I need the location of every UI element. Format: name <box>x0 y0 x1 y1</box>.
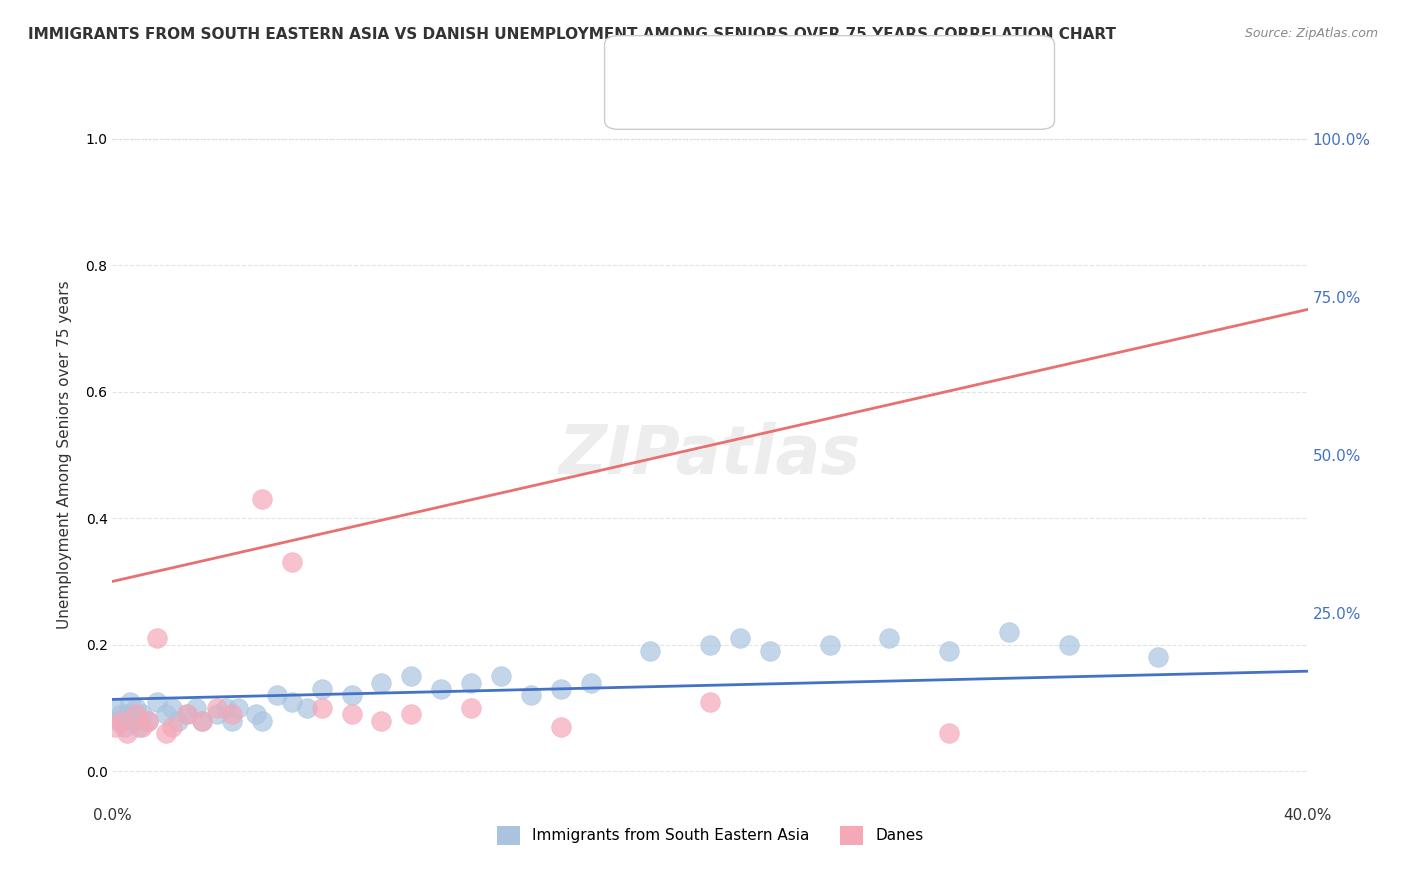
Point <box>122 714 145 728</box>
Point <box>114 720 135 734</box>
Point <box>520 688 543 702</box>
Point <box>818 638 841 652</box>
Point <box>938 726 960 740</box>
Point <box>138 714 160 728</box>
Point <box>186 701 208 715</box>
Point <box>162 701 183 715</box>
Point <box>266 688 288 702</box>
Point <box>460 675 482 690</box>
Point <box>176 707 198 722</box>
Point <box>117 726 139 740</box>
Text: R =: R = <box>682 90 718 108</box>
Point <box>281 695 304 709</box>
Point <box>104 701 127 715</box>
Text: 0.246: 0.246 <box>724 90 776 108</box>
Point <box>221 707 243 722</box>
Point <box>699 638 721 652</box>
Point <box>104 720 127 734</box>
Point <box>110 714 132 728</box>
Text: 0.245: 0.245 <box>724 55 776 73</box>
Point <box>146 632 169 646</box>
Point <box>281 556 304 570</box>
Point <box>340 707 363 722</box>
Point <box>370 675 392 690</box>
Point <box>205 701 228 715</box>
Point <box>550 720 572 734</box>
Point <box>155 707 177 722</box>
Point <box>131 707 153 722</box>
Text: R =: R = <box>682 55 718 73</box>
Point <box>489 669 512 683</box>
Point <box>699 695 721 709</box>
Point <box>340 688 363 702</box>
Text: ZIPatlas: ZIPatlas <box>560 422 860 488</box>
Text: IMMIGRANTS FROM SOUTH EASTERN ASIA VS DANISH UNEMPLOYMENT AMONG SENIORS OVER 75 : IMMIGRANTS FROM SOUTH EASTERN ASIA VS DA… <box>28 27 1116 42</box>
Point <box>138 714 160 728</box>
Point <box>176 707 198 722</box>
Point <box>401 669 423 683</box>
Point <box>1147 650 1170 665</box>
Point <box>250 714 273 728</box>
Point <box>107 714 129 728</box>
Text: N =: N = <box>801 55 838 73</box>
Point <box>728 632 751 646</box>
Point <box>110 707 132 722</box>
Text: Source: ZipAtlas.com: Source: ZipAtlas.com <box>1244 27 1378 40</box>
Point <box>460 701 482 715</box>
Point <box>131 720 153 734</box>
Legend: Immigrants from South Eastern Asia, Danes: Immigrants from South Eastern Asia, Dane… <box>491 820 929 851</box>
Point <box>879 632 901 646</box>
Text: N =: N = <box>801 90 838 108</box>
Point <box>221 714 243 728</box>
Point <box>117 707 139 722</box>
Point <box>759 644 782 658</box>
Point <box>191 714 214 728</box>
Point <box>125 701 148 715</box>
Point <box>295 701 318 715</box>
Text: 23: 23 <box>841 90 865 108</box>
Point <box>430 681 453 696</box>
Point <box>311 681 333 696</box>
Point <box>401 707 423 722</box>
Point <box>125 707 148 722</box>
Point <box>245 707 267 722</box>
Point <box>640 644 662 658</box>
Point <box>370 714 392 728</box>
Point <box>579 675 602 690</box>
Point <box>128 720 150 734</box>
Point <box>155 726 177 740</box>
Point <box>250 492 273 507</box>
Point <box>998 625 1021 640</box>
Point <box>311 701 333 715</box>
Point <box>1057 638 1080 652</box>
Point <box>120 695 142 709</box>
Point <box>215 701 238 715</box>
Point <box>205 707 228 722</box>
Point <box>226 701 249 715</box>
Point <box>162 720 183 734</box>
Point <box>938 644 960 658</box>
Point <box>550 681 572 696</box>
Point <box>191 714 214 728</box>
Y-axis label: Unemployment Among Seniors over 75 years: Unemployment Among Seniors over 75 years <box>56 281 72 629</box>
Point <box>167 714 190 728</box>
Point <box>146 695 169 709</box>
Text: 47: 47 <box>841 55 865 73</box>
